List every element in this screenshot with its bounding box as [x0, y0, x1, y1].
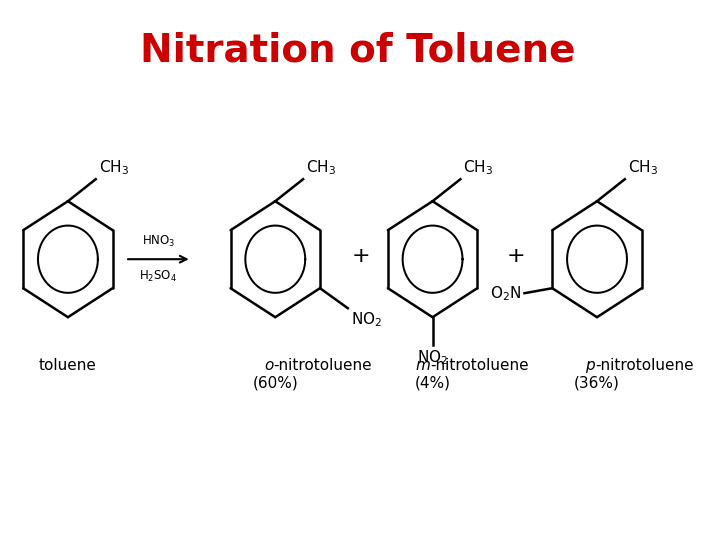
Text: HNO$_3$: HNO$_3$ — [142, 234, 175, 249]
Text: O$_2$N: O$_2$N — [490, 284, 521, 302]
Text: +: + — [507, 246, 526, 267]
Text: m: m — [415, 357, 431, 373]
Text: -nitrotoluene: -nitrotoluene — [431, 357, 529, 373]
Text: -nitrotoluene: -nitrotoluene — [274, 357, 372, 373]
Text: +: + — [352, 246, 370, 267]
Text: (4%): (4%) — [415, 376, 451, 391]
Text: (36%): (36%) — [574, 376, 620, 391]
Text: Nitration of Toluene: Nitration of Toluene — [140, 31, 575, 69]
Text: CH$_3$: CH$_3$ — [628, 159, 658, 177]
Text: o: o — [264, 357, 274, 373]
Text: CH$_3$: CH$_3$ — [464, 159, 493, 177]
Text: (60%): (60%) — [253, 376, 298, 391]
Text: -nitrotoluene: -nitrotoluene — [595, 357, 693, 373]
Text: NO$_2$: NO$_2$ — [417, 348, 448, 367]
Text: H$_2$SO$_4$: H$_2$SO$_4$ — [139, 269, 177, 284]
Text: CH$_3$: CH$_3$ — [306, 159, 336, 177]
Text: NO$_2$: NO$_2$ — [351, 310, 382, 329]
Text: toluene: toluene — [39, 357, 97, 373]
Text: p: p — [585, 357, 595, 373]
Text: CH$_3$: CH$_3$ — [99, 159, 129, 177]
